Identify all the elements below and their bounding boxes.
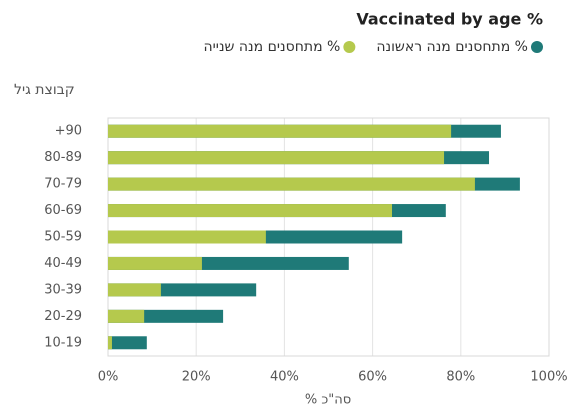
x-tick-label: 60% [358,370,387,385]
legend-label: % מתחסנים מנה ראשונה [376,39,528,55]
y-tick-label: +90 [55,124,82,139]
bar [108,336,112,350]
y-tick-label: 60-69 [44,203,82,218]
bar [108,256,202,270]
y-tick-label: 80-89 [44,150,82,165]
y-tick-label: 30-39 [44,282,82,297]
bar [108,283,161,297]
bar [108,309,145,323]
bar [108,230,266,244]
y-tick-label: 50-59 [44,230,82,245]
y-tick-label: 40-49 [44,256,82,271]
legend-marker [343,41,356,53]
y-tick-label: 70-79 [44,177,82,192]
bar [108,124,452,138]
bar [108,204,393,218]
x-tick-label: 80% [446,370,475,385]
y-axis-label: קבוצת גיל [14,82,75,98]
x-tick-label: 40% [270,370,299,385]
y-tick-label: 10-19 [44,335,82,350]
bar [108,177,475,191]
bar [108,336,147,350]
bar [108,151,445,165]
y-tick-label: 20-29 [44,309,82,324]
legend-label: % מתחסנים מנה שנייה [204,39,341,55]
x-axis-label: % סה"כ [305,393,351,408]
x-tick-label: 100% [530,370,567,385]
chart-title: Vaccinated by age % [356,10,543,29]
x-tick-label: 0% [98,370,119,385]
legend-marker [531,41,543,53]
x-tick-label: 20% [182,370,211,385]
